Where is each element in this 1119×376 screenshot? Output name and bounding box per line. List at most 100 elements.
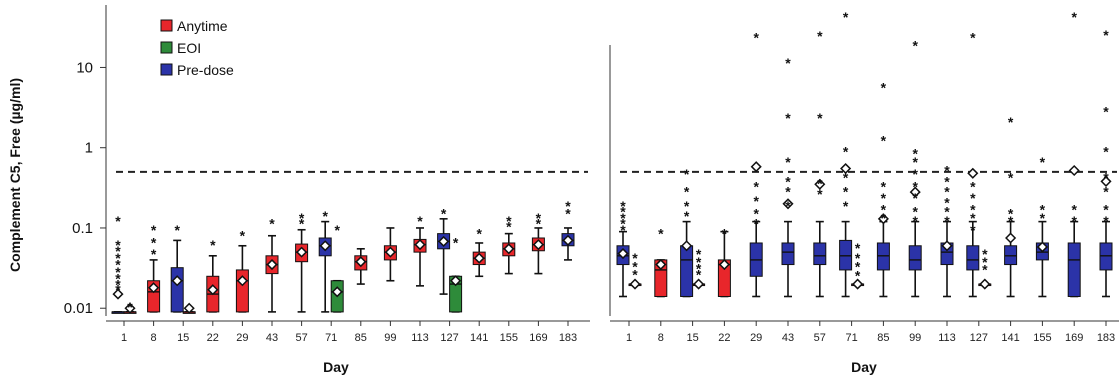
outlier-marker: * [127,299,133,315]
x-tick-label: 113 [411,332,429,344]
box-pre-dose-day-1: ********* [111,213,125,314]
x-tick-label: 43 [266,332,278,344]
outlier-marker: * [684,198,690,214]
outlier-marker: * [912,178,918,194]
outlier-marker: * [506,219,512,235]
x-tick-label: 169 [529,332,547,344]
box-pre-dose-day-15: **** [680,166,694,298]
mean-marker [355,256,367,268]
outlier-marker: * [620,203,626,219]
outlier-marker: * [982,262,988,278]
outlier-marker: * [785,55,791,71]
outlier-marker: * [1071,201,1077,217]
box-pre-dose-day-155: *** [1035,154,1049,298]
outlier-marker: * [753,206,759,222]
box-anytime-day-57: ** [295,210,309,313]
outlier-marker: * [322,208,328,224]
outlier-marker: * [151,222,157,238]
outlier-marker: * [970,201,976,217]
y-axis: 0.01 0.1 1 10 [64,5,611,317]
mean-marker [941,240,953,252]
mean-marker [124,302,136,314]
outlier-marker: * [506,213,512,229]
outlier-marker: * [696,266,702,282]
outlier-marker: * [970,222,976,238]
outlier-marker: * [565,198,571,214]
outlier-marker: * [722,226,728,242]
outlier-marker: * [944,194,950,210]
outlier-marker: * [1103,103,1109,119]
mean-marker [1100,175,1112,187]
outlier-marker: * [912,37,918,53]
outlier-marker: * [881,201,887,217]
outlier-marker: * [115,257,121,273]
x-tick-label: 99 [909,332,921,344]
outlier-marker: * [1071,9,1077,25]
mean-marker [681,240,693,252]
box-eoi-day-71: * [330,222,344,313]
outlier-marker: * [632,250,638,266]
x-tick-label: 22 [207,332,219,344]
x-tick-label: 183 [559,332,577,344]
outlier-marker: * [1103,170,1109,186]
x-tick-label: 71 [845,332,857,344]
box-anytime-day-8: * [654,226,668,298]
mean-marker [236,275,248,287]
outlier-marker: * [881,210,887,226]
mean-marker [112,288,124,300]
outlier-marker: * [843,198,849,214]
mean-marker [814,178,826,190]
outlier-marker: * [881,133,887,149]
outlier-marker: * [417,213,423,229]
outlier-marker: * [843,9,849,25]
box-pre-dose-day-71: * [318,208,332,313]
mean-marker [617,247,629,260]
outlier-marker: * [855,240,861,256]
outlier-marker: * [151,234,157,250]
outlier-marker: * [1103,213,1109,229]
outlier-marker: * [855,259,861,275]
box-pre-dose-day-127: * [437,206,451,295]
box-anytime-day-1: *** [628,250,642,290]
outlier-marker: * [565,206,571,222]
x-tick-label: 57 [295,332,307,344]
outlier-marker: * [696,254,702,270]
outlier-marker: * [944,174,950,190]
box-pre-dose-day-29: ***** [749,30,763,298]
mean-marker [909,186,921,198]
box-rect [170,267,184,313]
box-anytime-day-22: * [206,237,220,313]
mean-marker [877,213,889,225]
outlier-marker: * [912,154,918,170]
box-anytime-day-22: * [717,226,731,298]
outlier-marker: * [753,193,759,209]
x-tick-label: 169 [1065,332,1083,344]
x-tick-label: 113 [938,332,956,344]
outlier-marker: * [115,250,121,266]
outlier-marker: * [881,190,887,206]
box-anytime-day-8: *** [147,222,161,313]
outlier-marker: * [632,266,638,282]
mean-marker [1036,241,1048,253]
box-anytime-day-141: * [472,226,486,278]
outlier-marker: * [115,282,121,298]
mean-marker [967,167,979,179]
x-tick-label: 141 [470,332,488,344]
y-tick-label: 0.01 [64,300,93,317]
x-tick-label: 29 [236,332,248,344]
mean-marker [450,275,462,287]
outlier-marker: * [843,184,849,200]
box-rect [680,245,694,297]
mean-marker [718,258,730,271]
outlier-marker: * [944,203,950,219]
outlier-marker: * [1040,210,1046,226]
mean-marker [503,243,515,255]
outlier-marker: * [441,206,447,222]
legend-swatch-eoi [160,41,173,54]
outlier-marker: * [785,154,791,170]
box-pre-dose-day-127: ****** [966,30,980,298]
outlier-marker: * [684,208,690,224]
outlier-marker: * [970,190,976,206]
box-pre-dose-day-71: ***** [839,9,853,298]
x-axis-title-right: Day [851,359,877,375]
